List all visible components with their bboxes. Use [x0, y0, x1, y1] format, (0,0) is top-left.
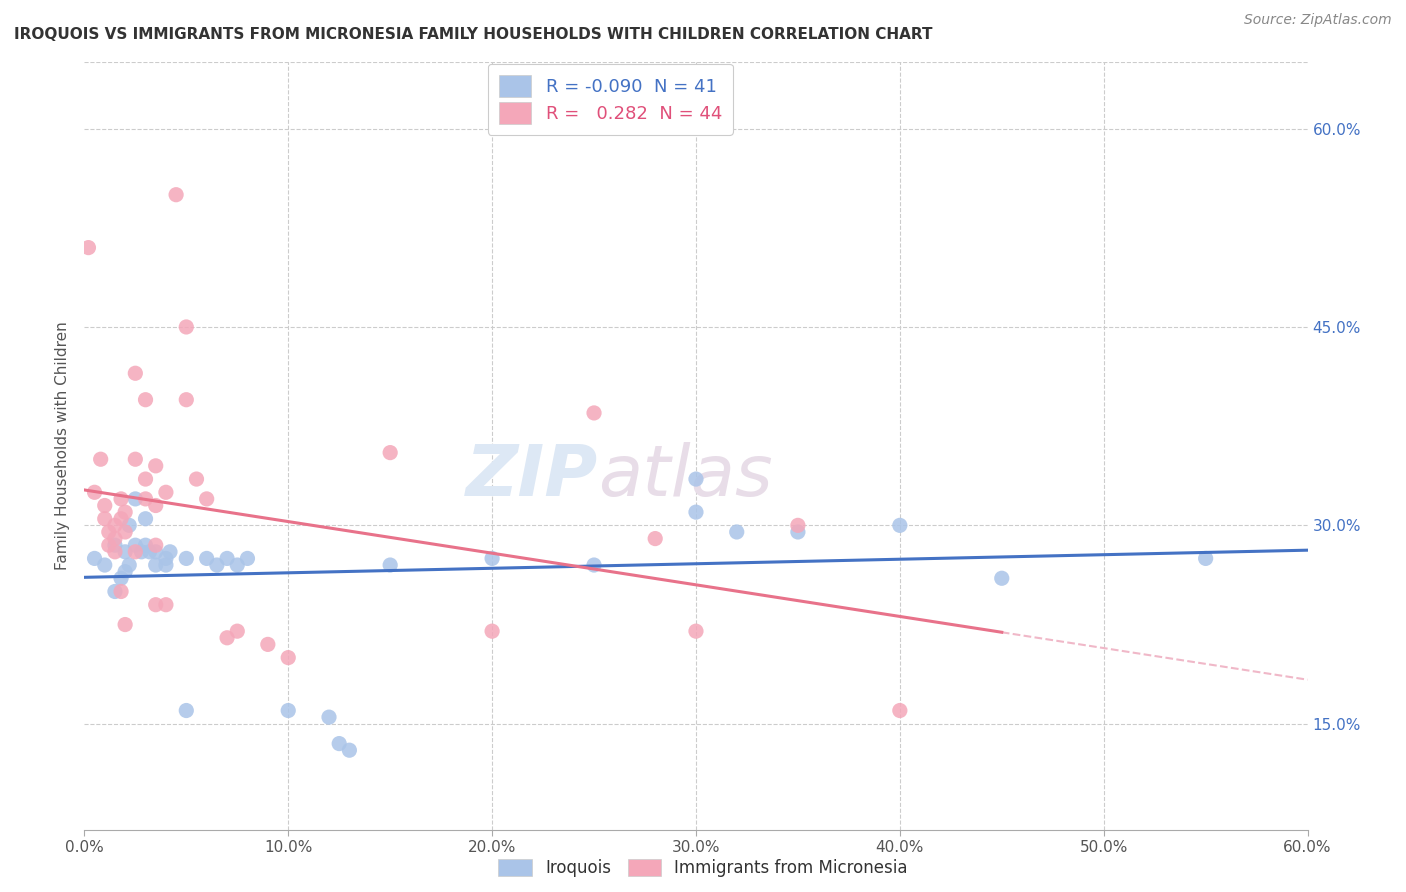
Point	[114, 524, 136, 539]
Point	[277, 704, 299, 718]
Point	[97, 524, 120, 539]
Point	[93, 558, 115, 572]
Text: Source: ZipAtlas.com: Source: ZipAtlas.com	[1244, 13, 1392, 28]
Point	[145, 538, 167, 552]
Point	[138, 545, 160, 559]
Point	[380, 558, 402, 572]
Legend: R = -0.090  N = 41, R =   0.282  N = 44: R = -0.090 N = 41, R = 0.282 N = 44	[488, 64, 733, 135]
Point	[226, 558, 249, 572]
Point	[124, 491, 146, 506]
Point	[685, 624, 707, 639]
Point	[226, 624, 249, 639]
Point	[991, 571, 1014, 585]
Point	[787, 518, 810, 533]
Y-axis label: Family Households with Children: Family Households with Children	[55, 322, 70, 570]
Point	[257, 637, 280, 651]
Point	[124, 452, 146, 467]
Point	[114, 565, 136, 579]
Point	[159, 545, 181, 559]
Point	[104, 532, 127, 546]
Point	[481, 624, 503, 639]
Point	[644, 532, 666, 546]
Point	[481, 551, 503, 566]
Point	[104, 538, 127, 552]
Point	[114, 545, 136, 559]
Point	[124, 538, 146, 552]
Point	[195, 551, 218, 566]
Point	[110, 584, 132, 599]
Point	[110, 571, 132, 585]
Point	[889, 704, 911, 718]
Point	[114, 617, 136, 632]
Point	[174, 392, 197, 407]
Point	[1195, 551, 1218, 566]
Point	[83, 551, 105, 566]
Point	[93, 499, 115, 513]
Point	[277, 650, 299, 665]
Point	[135, 392, 157, 407]
Point	[889, 518, 911, 533]
Point	[165, 187, 187, 202]
Point	[124, 545, 146, 559]
Point	[131, 545, 153, 559]
Point	[135, 472, 157, 486]
Point	[217, 631, 239, 645]
Point	[318, 710, 340, 724]
Point	[195, 491, 218, 506]
Point	[104, 545, 127, 559]
Point	[155, 485, 177, 500]
Point	[186, 472, 208, 486]
Point	[145, 545, 167, 559]
Legend: Iroquois, Immigrants from Micronesia: Iroquois, Immigrants from Micronesia	[492, 852, 914, 884]
Text: IROQUOIS VS IMMIGRANTS FROM MICRONESIA FAMILY HOUSEHOLDS WITH CHILDREN CORRELATI: IROQUOIS VS IMMIGRANTS FROM MICRONESIA F…	[14, 27, 932, 42]
Point	[77, 241, 100, 255]
Point	[339, 743, 361, 757]
Point	[583, 406, 606, 420]
Point	[328, 737, 350, 751]
Point	[135, 491, 157, 506]
Point	[83, 485, 105, 500]
Point	[787, 524, 810, 539]
Point	[104, 518, 127, 533]
Point	[114, 505, 136, 519]
Point	[124, 366, 146, 380]
Point	[110, 491, 132, 506]
Point	[145, 499, 167, 513]
Point	[685, 472, 707, 486]
Point	[380, 445, 402, 459]
Text: atlas: atlas	[598, 442, 773, 511]
Point	[217, 551, 239, 566]
Point	[145, 458, 167, 473]
Point	[174, 704, 197, 718]
Point	[583, 558, 606, 572]
Point	[155, 558, 177, 572]
Point	[145, 558, 167, 572]
Point	[97, 538, 120, 552]
Point	[110, 512, 132, 526]
Point	[135, 512, 157, 526]
Text: ZIP: ZIP	[465, 442, 598, 511]
Point	[135, 538, 157, 552]
Point	[174, 551, 197, 566]
Point	[118, 558, 141, 572]
Point	[90, 452, 112, 467]
Point	[118, 518, 141, 533]
Point	[685, 505, 707, 519]
Point	[155, 598, 177, 612]
Point	[205, 558, 228, 572]
Point	[145, 598, 167, 612]
Point	[155, 551, 177, 566]
Point	[174, 320, 197, 334]
Point	[725, 524, 748, 539]
Point	[236, 551, 259, 566]
Point	[93, 512, 115, 526]
Point	[104, 584, 127, 599]
